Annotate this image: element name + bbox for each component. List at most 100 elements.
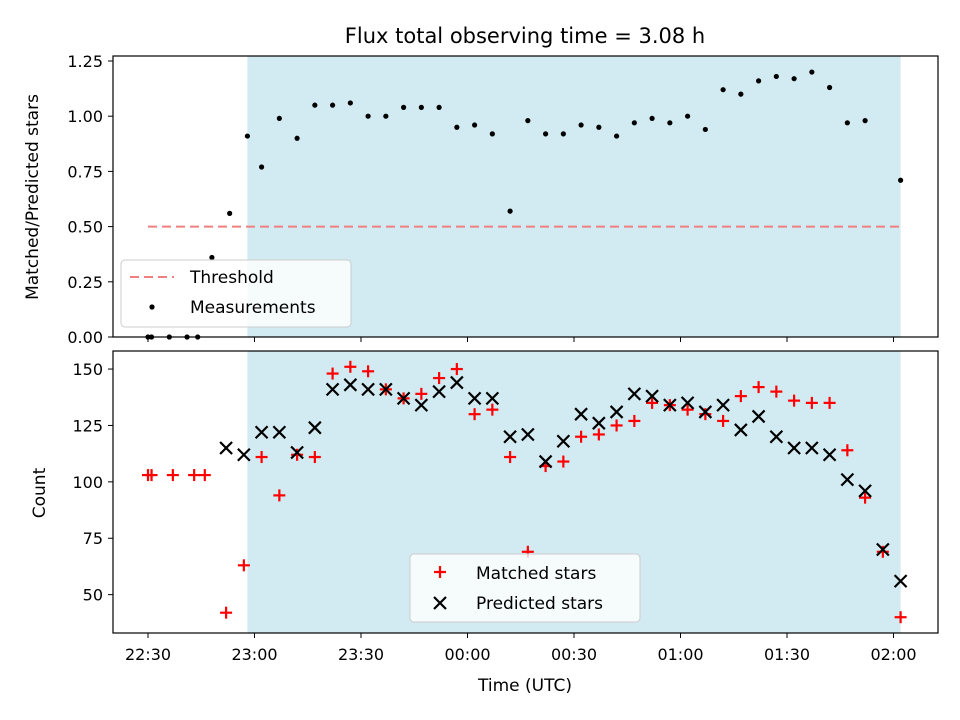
- predicted-star-point: [645, 389, 659, 403]
- bottom-y-tick-label: 100: [72, 473, 103, 492]
- matched-star-point: [166, 469, 179, 482]
- matched-star-point: [308, 451, 321, 464]
- x-axis-label: Time (UTC): [477, 676, 572, 696]
- top-y-tick-label: 0.75: [67, 162, 103, 181]
- bottom-y-axis: 50 75 100 125 150: [72, 360, 113, 605]
- predicted-star-point: [840, 472, 855, 487]
- measurement-point: [507, 208, 513, 214]
- predicted-star-point: [308, 420, 322, 435]
- matched-star-point: [859, 491, 872, 504]
- predicted-star-point: [521, 427, 535, 442]
- measurement-point: [330, 102, 336, 108]
- predicted-star-point: [716, 398, 730, 412]
- predicted-star-point: [663, 398, 677, 412]
- measurement-point: [525, 118, 531, 124]
- matched-star-point: [450, 363, 463, 376]
- measurement-point: [244, 133, 250, 139]
- predicted-star-point: [751, 409, 766, 424]
- matched-star-point: [255, 451, 268, 464]
- x-tick-label: 01:30: [764, 645, 810, 664]
- predicted-star-point: [574, 407, 588, 421]
- measurement-point: [401, 104, 407, 110]
- predicted-star-point: [893, 574, 908, 588]
- top-legend-box: [120, 259, 352, 328]
- legend-predicted-label: Predicted stars: [476, 594, 603, 614]
- matched-star-point: [628, 414, 641, 427]
- top-observing-window: [247, 56, 901, 337]
- bottom-y-tick-label: 50: [83, 586, 103, 605]
- bottom-plot-frame: [112, 350, 939, 634]
- predicted-star-point: [609, 405, 624, 419]
- measurement-point: [702, 126, 708, 133]
- measurement-point: [259, 164, 265, 170]
- predicted-star-point: [379, 382, 393, 397]
- bottom-x-axis: 22:30 23:00 23:30 00:00 00:30 01:00 01:30 02:00: [125, 633, 917, 664]
- predicted-star-point: [556, 434, 571, 449]
- bottom-y-tick-label: 125: [72, 416, 103, 435]
- measurement-point: [276, 115, 282, 122]
- matched-star-point: [433, 372, 446, 385]
- predicted-star-point: [627, 387, 642, 401]
- measurement-point: [312, 102, 318, 108]
- x-tick-label: 02:00: [870, 645, 916, 664]
- top-y-tick-label: 0.50: [67, 218, 103, 237]
- bottom-panel: 50 75 100 125 150 22:30 23:00 23:30 00:00 00:30 0…: [30, 350, 939, 696]
- measurement-point: [489, 131, 495, 137]
- measurement-point: [294, 135, 300, 141]
- predicted-star-point: [361, 382, 375, 397]
- predicted-star-point: [467, 391, 482, 406]
- predicted-star-point: [272, 425, 287, 439]
- predicted-star-point: [876, 542, 890, 557]
- bottom-legend-box: [409, 553, 641, 623]
- predicted-star-point: [219, 441, 233, 455]
- matched-star-point: [592, 428, 605, 441]
- measurement-point: [472, 122, 478, 128]
- predicted-star-point: [325, 382, 340, 397]
- matched-star-point: [646, 396, 659, 409]
- predicted-star-point: [343, 378, 358, 392]
- legend-matched-label: Matched stars: [476, 564, 596, 584]
- measurement-point: [685, 113, 691, 119]
- measurement-point: [809, 69, 815, 75]
- matched-star-point: [273, 489, 286, 502]
- predicted-star-point: [432, 384, 446, 399]
- chart-title: Flux total observing time = 3.08 h: [345, 24, 705, 48]
- matched-star-point: [237, 559, 250, 572]
- x-tick-label: 01:00: [657, 645, 703, 664]
- measurement-point: [596, 124, 602, 130]
- matched-star-point: [198, 469, 211, 482]
- x-tick-label: 00:00: [444, 645, 490, 664]
- top-plot-frame: [112, 55, 939, 338]
- measurement-point: [365, 113, 371, 119]
- measurement-point: [720, 87, 726, 93]
- measurement-point: [844, 120, 850, 126]
- top-y-axis-label: Matched/Predicted stars: [23, 94, 43, 300]
- measurement-point: [898, 177, 904, 183]
- measurement-point: [773, 73, 779, 80]
- matched-star-point: [894, 611, 907, 624]
- matched-star-point: [717, 414, 730, 427]
- measurement-point: [436, 104, 442, 110]
- x-tick-label: 00:30: [551, 645, 597, 664]
- measurement-point: [862, 118, 868, 124]
- predicted-star-point: [858, 484, 872, 498]
- matched-star-point: [220, 606, 233, 619]
- predicted-star-point: [414, 398, 429, 412]
- measurement-point: [631, 120, 637, 126]
- measurement-point: [227, 210, 233, 216]
- measurement-point: [738, 91, 744, 97]
- matched-star-point: [770, 385, 783, 398]
- predicted-star-point: [396, 391, 411, 406]
- matched-star-point: [575, 430, 588, 443]
- bottom-y-axis-label: Count: [30, 467, 50, 518]
- predicted-star-point: [450, 375, 464, 390]
- measurement-point: [347, 100, 353, 106]
- matched-star-point: [876, 545, 889, 558]
- top-y-tick-label: 1.25: [67, 52, 103, 71]
- matched-star-point: [823, 396, 836, 409]
- top-y-axis: 0.00 0.25 0.50 0.75 1.00 1.25: [67, 52, 113, 347]
- matched-star-point: [362, 365, 375, 378]
- predicted-star-point: [734, 423, 748, 437]
- predicted-star-point: [503, 429, 517, 444]
